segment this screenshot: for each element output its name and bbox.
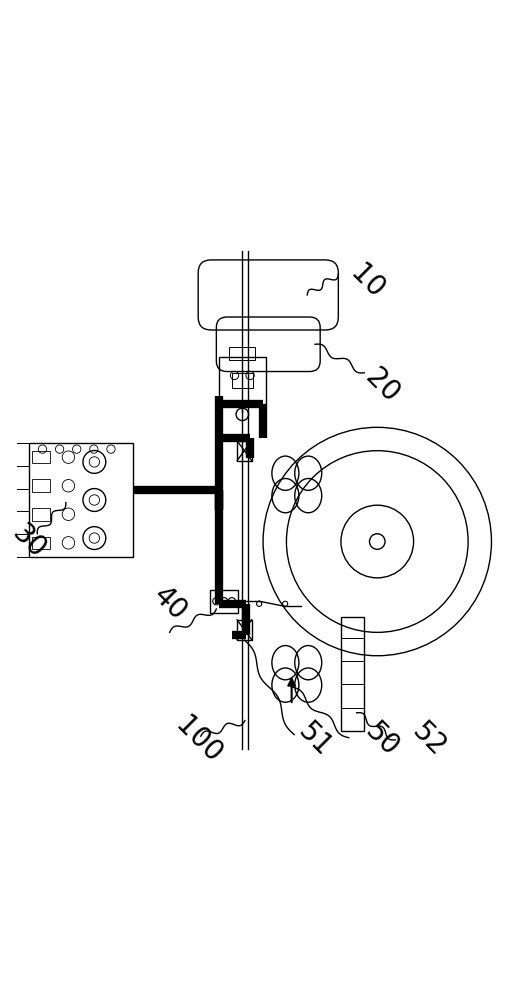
Text: 40: 40 xyxy=(147,581,192,626)
Bar xyxy=(29,443,133,557)
Text: 50: 50 xyxy=(360,717,405,762)
Bar xyxy=(341,617,364,731)
Bar xyxy=(32,508,50,521)
Bar xyxy=(32,537,50,549)
Text: 100: 100 xyxy=(169,711,227,768)
Bar xyxy=(232,373,253,388)
Bar xyxy=(210,590,238,613)
Text: 51: 51 xyxy=(292,717,337,762)
Text: 20: 20 xyxy=(360,363,405,408)
Bar xyxy=(32,479,50,492)
Bar xyxy=(32,451,50,463)
Text: 52: 52 xyxy=(407,717,452,762)
Bar xyxy=(237,441,252,461)
Bar xyxy=(219,357,266,404)
Bar xyxy=(237,620,252,640)
Bar xyxy=(230,347,255,360)
Text: 10: 10 xyxy=(344,260,389,304)
Text: 30: 30 xyxy=(7,519,52,564)
